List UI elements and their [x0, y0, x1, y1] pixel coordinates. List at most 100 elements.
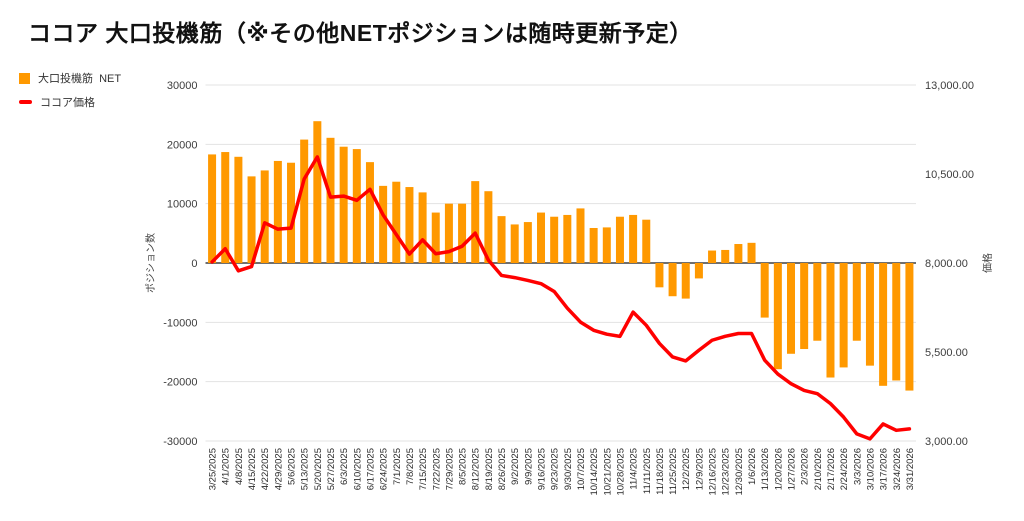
x-axis-date-label: 4/29/2025: [273, 448, 284, 490]
x-axis-date-label: 6/17/2025: [365, 448, 376, 490]
left-axis-tick: -10000: [163, 317, 197, 329]
legend-item-price: ココア価格: [19, 94, 121, 110]
x-axis-date-label: 12/16/2025: [708, 448, 719, 496]
x-axis-date-label: 11/4/2025: [629, 448, 640, 490]
net-bar: [326, 137, 335, 263]
net-bar: [694, 263, 703, 279]
x-axis-date-label: 11/25/2025: [668, 448, 679, 495]
net-bar: [550, 216, 559, 263]
right-axis-tick: 13,000.00: [925, 80, 974, 92]
x-axis-date-label: 3/17/2026: [879, 448, 890, 490]
x-axis-date-label: 3/31/2026: [905, 448, 916, 490]
x-axis-date-label: 1/6/2026: [747, 448, 758, 485]
net-bar: [234, 156, 243, 263]
x-axis-date-label: 7/8/2025: [405, 448, 416, 485]
right-axis-tick-labels: 13,000.00 10,500.00 8,000.00 5,500.00 3,000.…: [925, 80, 974, 448]
legend-label-price: ココア価格: [40, 97, 95, 109]
x-axis-date-label: 10/28/2025: [615, 448, 626, 496]
x-axis-date-label: 6/10/2025: [352, 448, 363, 490]
net-bar: [247, 176, 256, 263]
x-axis-date-label: 1/20/2026: [773, 448, 784, 490]
net-bar: [865, 263, 874, 366]
x-axis-date-label: 8/19/2025: [484, 448, 495, 490]
net-bar: [287, 162, 296, 263]
left-axis-tick: -30000: [163, 436, 197, 448]
x-axis-date-label: 12/23/2025: [721, 448, 732, 496]
gridlines: [205, 84, 916, 442]
x-axis-date-label: 7/15/2025: [418, 448, 429, 490]
net-bars: [208, 121, 914, 391]
net-bar: [392, 181, 401, 263]
net-bar: [589, 227, 598, 263]
net-bar: [484, 191, 493, 263]
net-bar: [629, 214, 638, 263]
x-axis-date-label: 3/24/2026: [892, 448, 903, 490]
net-bar: [208, 154, 217, 263]
x-axis-date-label: 6/3/2025: [339, 448, 350, 485]
right-axis-tick: 3,000.00: [925, 436, 968, 448]
net-bar: [576, 208, 585, 263]
net-bar: [405, 187, 414, 263]
x-axis-date-label: 8/12/2025: [471, 448, 482, 490]
net-bar: [418, 192, 427, 263]
net-bar: [365, 162, 374, 263]
net-bar: [787, 263, 796, 354]
net-bar: [273, 160, 282, 263]
net-bar: [668, 263, 677, 297]
x-axis-date-label: 4/8/2025: [234, 448, 245, 485]
net-bar: [708, 250, 717, 263]
net-bar: [747, 242, 756, 263]
x-axis-date-label: 8/5/2025: [458, 448, 469, 485]
left-axis-tick: 0: [191, 258, 197, 270]
net-bar: [537, 212, 546, 263]
x-axis-date-label: 5/6/2025: [287, 448, 298, 485]
price-series-swatch: [19, 100, 32, 104]
net-bar: [352, 149, 361, 263]
x-axis-date-label: 1/13/2026: [760, 448, 771, 490]
net-bar: [615, 216, 624, 263]
net-bar: [300, 139, 309, 263]
net-bar: [458, 203, 467, 263]
net-bar: [444, 203, 453, 263]
x-axis-date-label: 10/14/2025: [589, 448, 600, 496]
x-axis-date-label: 12/9/2025: [694, 448, 705, 490]
x-axis-date-label: 11/18/2025: [655, 448, 666, 495]
x-axis-date-label: 12/30/2025: [734, 448, 745, 496]
x-axis-date-label: 2/10/2026: [813, 448, 824, 490]
net-bar: [510, 224, 519, 263]
net-bar: [313, 121, 322, 264]
chart-title: ココア 大口投機筋（※その他NETポジションは随時更新予定）: [28, 20, 693, 46]
legend-item-net: 大口投機筋 NET: [19, 70, 121, 86]
left-axis-tick: -20000: [163, 377, 197, 389]
x-axis-date-label: 2/17/2026: [826, 448, 837, 490]
x-axis-date-label: 4/22/2025: [260, 448, 271, 490]
x-axis-labels: 3/25/2025 4/1/2025 4/8/2025 4/15/2025 4/22/2…: [208, 448, 916, 496]
x-axis-date-label: 10/7/2025: [576, 448, 587, 490]
net-bar: [642, 219, 651, 263]
chart-legend: 大口投機筋 NET ココア価格: [19, 70, 121, 110]
x-axis-date-label: 9/30/2025: [563, 448, 574, 490]
right-axis-tick: 8,000.00: [925, 258, 968, 270]
x-axis-date-label: 10/21/2025: [602, 448, 613, 496]
left-axis-tick-labels: 30000 20000 10000 0 -10000 -20000 -30000: [163, 80, 197, 448]
left-axis-tick: 30000: [167, 80, 198, 92]
x-axis-date-label: 5/27/2025: [326, 448, 337, 490]
right-axis-title: 価格: [981, 253, 994, 273]
x-axis-date-label: 4/15/2025: [247, 448, 258, 490]
net-bar: [839, 263, 848, 368]
net-series-swatch: [19, 72, 30, 84]
left-axis-title: ポジション数: [144, 233, 157, 293]
x-axis-date-label: 2/24/2026: [839, 448, 850, 490]
net-bar: [905, 263, 914, 391]
x-axis-date-label: 7/1/2025: [392, 448, 403, 485]
net-bar: [760, 263, 769, 318]
net-bar: [734, 244, 743, 263]
net-bar: [471, 181, 480, 263]
net-bar: [221, 152, 230, 263]
x-axis-date-label: 5/13/2025: [300, 448, 311, 490]
x-axis-date-label: 7/22/2025: [431, 448, 442, 490]
net-bar: [497, 216, 506, 263]
x-axis-date-label: 11/11/2025: [642, 448, 653, 494]
